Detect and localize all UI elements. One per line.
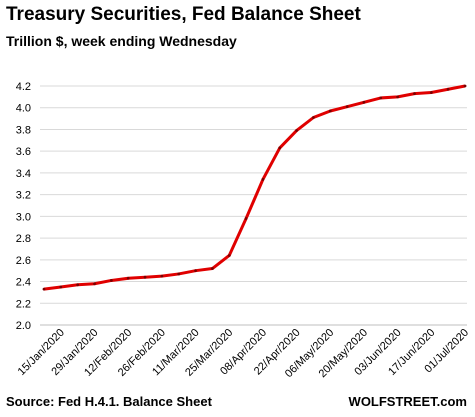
data-point [109,279,113,282]
y-tick-label: 2.0 [16,320,31,332]
y-tick-label: 3.2 [16,190,31,202]
data-point [379,96,383,100]
data-point [328,109,332,113]
y-tick-label: 3.8 [16,124,31,136]
data-point [76,283,80,287]
y-axis-ticks: 2.0 2.2 2.4 2.6 2.8 3.0 3.2 3.4 3.6 3.8 4.0 4.2 [16,81,31,332]
data-point [345,105,349,109]
data-point [244,217,248,220]
data-point [143,275,147,279]
chart-title: Treasury Securities, Fed Balance Sheet [6,4,361,25]
y-tick-label: 3.4 [16,168,31,180]
data-point [194,269,197,273]
data-point [446,87,450,91]
data-point [211,267,214,270]
data-point [362,100,366,104]
data-point [396,95,400,99]
data-point [295,129,298,132]
data-point [59,285,63,289]
data-point [42,287,46,291]
data-point [126,276,130,280]
source-note: Source: Fed H.4.1. Balance Sheet [6,394,212,409]
gridlines [40,85,467,326]
chart-subtitle: Trillion $, week ending Wednesday [6,33,237,49]
data-point [160,274,164,278]
y-tick-label: 3.0 [16,211,31,223]
y-tick-label: 2.4 [16,277,31,289]
treasury-securities-line [43,84,466,291]
x-axis-ticks: 15/Jan/202029/Jan/202012/Feb/202026/Feb/… [16,327,471,380]
y-tick-label: 4.2 [16,81,31,93]
data-point [227,254,231,257]
y-tick-label: 4.0 [16,103,31,115]
data-point [261,178,265,181]
y-tick-label: 3.6 [16,146,31,158]
series-line [43,84,466,291]
data-point [413,92,416,96]
data-point [312,116,315,119]
data-markers [42,84,467,291]
y-tick-label: 2.2 [16,298,31,310]
data-point [177,272,181,276]
data-point [93,282,96,286]
y-tick-label: 2.6 [16,255,31,267]
y-tick-label: 2.8 [16,233,31,245]
data-point [463,84,467,88]
data-point [429,91,433,94]
brand-label: WOLFSTREET.com [348,394,467,409]
data-point [278,146,282,150]
